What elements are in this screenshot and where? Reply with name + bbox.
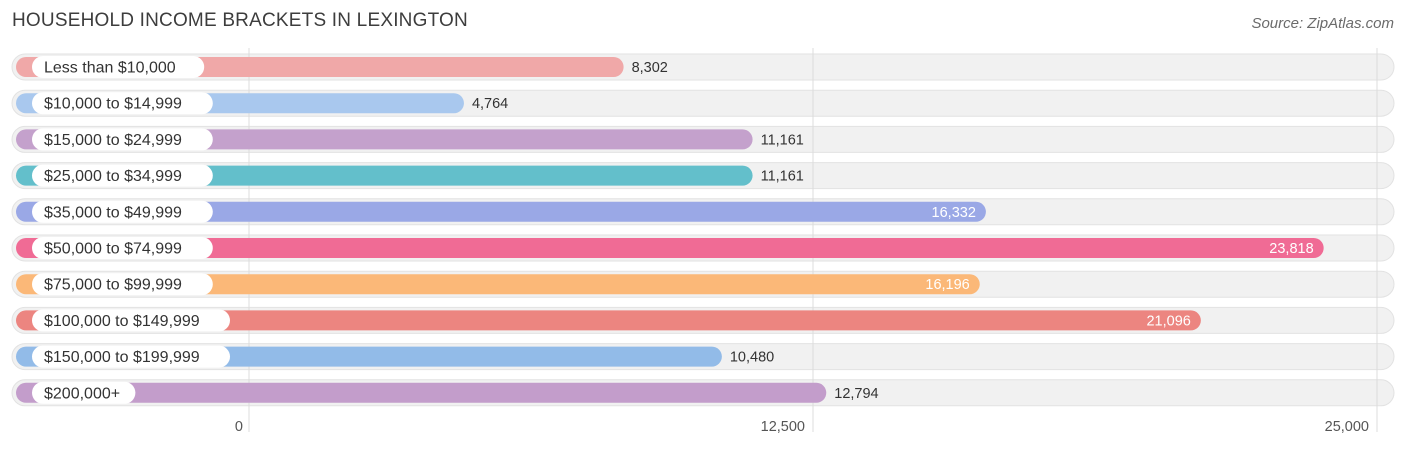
tick-label: 12,500 [761, 419, 805, 435]
value-label: 16,196 [925, 277, 969, 293]
category-label: $200,000+ [44, 385, 120, 402]
tick-label: 25,000 [1325, 419, 1369, 435]
bar [16, 310, 1201, 331]
value-label: 12,794 [834, 386, 878, 402]
chart-title: HOUSEHOLD INCOME BRACKETS IN LEXINGTON [12, 10, 468, 31]
value-label: 8,302 [632, 60, 668, 76]
bar [16, 238, 1324, 258]
chart-source: Source: ZipAtlas.com [1251, 15, 1394, 32]
value-label: 23,818 [1269, 241, 1313, 257]
category-label: $35,000 to $49,999 [44, 204, 182, 221]
tick-label: 0 [235, 419, 243, 435]
category-label: $15,000 to $24,999 [44, 132, 182, 149]
category-pill [32, 128, 213, 151]
category-label: $25,000 to $34,999 [44, 168, 182, 185]
category-pill [32, 345, 230, 368]
value-label: 11,161 [761, 169, 804, 185]
category-label: $150,000 to $199,999 [44, 349, 200, 366]
category-pill [32, 381, 136, 404]
bar [16, 201, 986, 222]
value-label: 11,161 [761, 132, 804, 148]
category-pill [32, 273, 213, 296]
category-label: $50,000 to $74,999 [44, 241, 182, 258]
value-label: 21,096 [1146, 313, 1190, 329]
category-label: $10,000 to $14,999 [44, 96, 182, 113]
value-label: 16,332 [932, 205, 976, 221]
category-pill [32, 200, 213, 223]
value-label: 4,764 [472, 96, 508, 112]
category-label: Less than $10,000 [44, 60, 176, 77]
category-pill [32, 164, 213, 187]
category-pill [32, 237, 213, 259]
value-label: 10,480 [730, 350, 774, 366]
category-pill [32, 56, 205, 78]
bar [16, 382, 827, 403]
category-label: $75,000 to $99,999 [44, 277, 182, 294]
category-label: $100,000 to $149,999 [44, 313, 200, 330]
category-pill [32, 92, 213, 115]
bar [16, 274, 980, 295]
category-pill [32, 309, 230, 332]
